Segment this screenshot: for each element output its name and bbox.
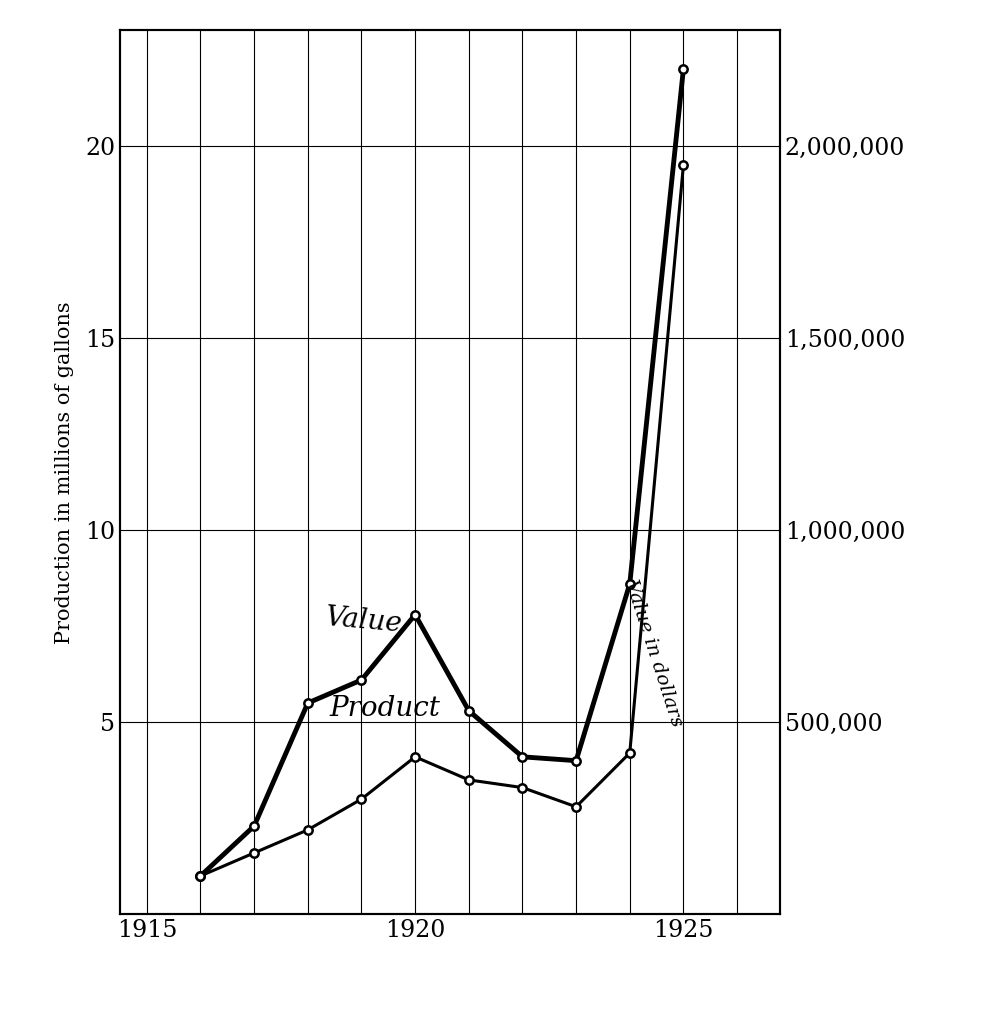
Y-axis label: Production in millions of gallons: Production in millions of gallons	[55, 301, 74, 644]
Text: Product: Product	[329, 695, 440, 722]
Text: Value in dollars: Value in dollars	[622, 577, 686, 728]
Text: Value: Value	[324, 605, 403, 638]
